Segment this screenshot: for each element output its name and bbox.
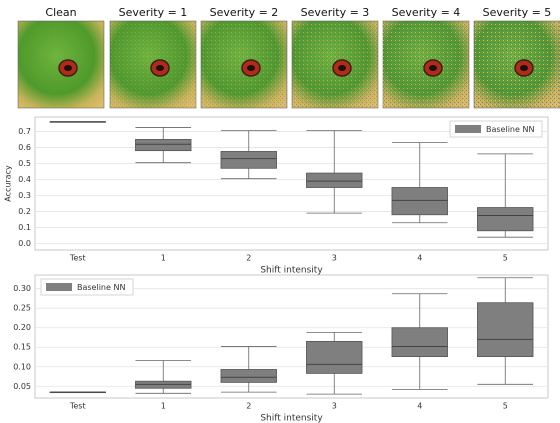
box	[392, 188, 448, 215]
x-tick-label: 5	[503, 254, 508, 263]
frog-pupil	[338, 65, 346, 71]
y-tick-label: 0.5	[18, 159, 31, 168]
box	[221, 369, 277, 382]
y-tick-label: 0.25	[13, 304, 31, 313]
frog-pupil	[156, 65, 164, 71]
box	[306, 341, 362, 373]
x-tick-label: 1	[161, 254, 166, 263]
y-tick-label: 0.1	[18, 223, 31, 232]
image-row: Clean Severity = 1 Severity = 2 Severity = …	[18, 6, 560, 108]
x-tick-label: 4	[417, 402, 422, 411]
legend-label: Baseline NN	[77, 283, 125, 292]
x-axis-label: Shift intensity	[260, 266, 323, 276]
figure: Clean Severity = 1 Severity = 2 Severity = …	[0, 0, 560, 423]
box	[477, 208, 533, 231]
x-tick-label: 2	[246, 254, 251, 263]
legend-swatch	[46, 283, 72, 291]
image-title: Clean	[45, 6, 76, 19]
box	[135, 139, 191, 150]
image-title: Severity = 1	[119, 6, 188, 19]
frog-pupil	[520, 65, 528, 71]
x-axis-label: Shift intensity	[260, 414, 323, 423]
y-tick-label: 0.7	[18, 127, 31, 136]
image-title: Severity = 5	[483, 6, 552, 19]
y-tick-label: 0.20	[13, 323, 31, 332]
x-tick-label: Test	[69, 254, 86, 263]
y-tick-label: 0.3	[18, 191, 31, 200]
x-tick-label: 2	[246, 402, 251, 411]
box	[392, 328, 448, 357]
y-tick-label: 0.2	[18, 207, 31, 216]
box	[221, 151, 277, 168]
y-axis-label: Accuracy	[4, 165, 13, 202]
y-tick-label: 0.10	[13, 362, 31, 371]
box	[477, 303, 533, 357]
image-title: Severity = 2	[210, 6, 279, 19]
frog-pupil	[429, 65, 437, 71]
x-tick-label: 5	[503, 402, 508, 411]
y-tick-label: 0.0	[18, 239, 31, 248]
box	[306, 173, 362, 187]
legend-label: Baseline NN	[486, 125, 534, 134]
image-title: Severity = 3	[301, 6, 370, 19]
x-tick-label: 1	[161, 402, 166, 411]
y-tick-label: 0.30	[13, 284, 31, 293]
x-tick-label: 3	[332, 402, 337, 411]
frog-pupil	[64, 65, 72, 71]
x-tick-label: Test	[69, 402, 86, 411]
y-tick-label: 0.15	[13, 343, 31, 352]
frog-pupil	[247, 65, 255, 71]
x-tick-label: 4	[417, 254, 422, 263]
x-tick-label: 3	[332, 254, 337, 263]
legend-swatch	[455, 125, 481, 133]
y-tick-label: 0.6	[18, 143, 31, 152]
y-tick-label: 0.05	[13, 382, 31, 391]
image-title: Severity = 4	[392, 6, 461, 19]
y-tick-label: 0.4	[18, 175, 31, 184]
